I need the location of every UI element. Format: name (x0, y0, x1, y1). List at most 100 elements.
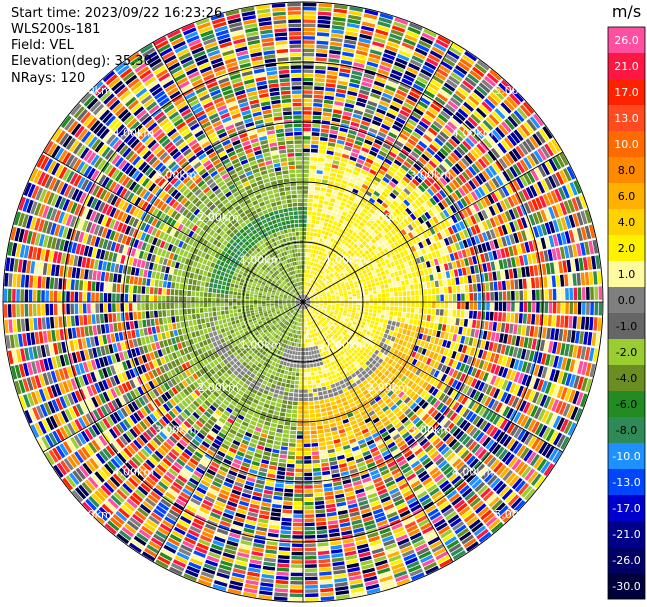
velocity-gate (343, 329, 348, 334)
velocity-gate (411, 296, 415, 302)
velocity-gate (311, 144, 319, 149)
velocity-gate (324, 280, 329, 284)
velocity-gate (409, 193, 417, 201)
velocity-gate (334, 328, 338, 332)
velocity-gate (312, 467, 321, 472)
velocity-gate (359, 355, 365, 360)
velocity-gate (313, 396, 319, 401)
velocity-gate (437, 202, 445, 211)
velocity-gate (476, 200, 484, 210)
velocity-gate (303, 286, 305, 290)
velocity-gate (500, 248, 506, 259)
velocity-gate (516, 107, 528, 120)
velocity-gate (418, 518, 430, 527)
velocity-gate (362, 363, 368, 370)
velocity-gate (336, 324, 341, 329)
velocity-gate (380, 180, 388, 187)
velocity-gate (555, 203, 564, 217)
velocity-gate (356, 97, 367, 104)
velocity-gate (448, 358, 454, 367)
velocity-gate (474, 380, 482, 390)
velocity-gate (323, 300, 328, 302)
velocity-gate (469, 246, 475, 256)
velocity-gate (475, 503, 487, 514)
velocity-gate (373, 211, 380, 218)
velocity-gate (338, 428, 346, 434)
velocity-gate (363, 431, 371, 438)
velocity-gate (536, 238, 543, 250)
velocity-gate (326, 329, 331, 334)
velocity-gate (394, 17, 409, 25)
velocity-gate (330, 309, 335, 312)
velocity-gate (347, 289, 352, 293)
velocity-gate (324, 313, 329, 316)
velocity-gate (314, 228, 318, 233)
velocity-gate (304, 547, 316, 552)
velocity-gate (304, 282, 306, 286)
velocity-gate (350, 241, 355, 246)
velocity-gate (319, 579, 333, 585)
velocity-gate (274, 376, 279, 381)
velocity-gate (517, 324, 522, 335)
velocity-gate (319, 260, 324, 265)
velocity-gate (589, 363, 596, 378)
velocity-gate (431, 344, 437, 352)
velocity-gate (333, 12, 347, 18)
velocity-gate (373, 161, 381, 168)
velocity-gate (573, 302, 578, 315)
velocity-gate (573, 360, 580, 374)
velocity-gate (367, 187, 375, 194)
velocity-gate (286, 463, 295, 468)
velocity-gate (354, 140, 363, 146)
velocity-gate (564, 274, 569, 287)
velocity-gate (319, 303, 323, 305)
velocity-gate (477, 186, 486, 197)
velocity-gate (426, 335, 432, 342)
velocity-gate (455, 260, 461, 268)
velocity-gate (494, 108, 506, 120)
velocity-gate (383, 247, 389, 254)
velocity-gate (478, 381, 485, 392)
velocity-gate (504, 210, 512, 222)
velocity-gate (376, 272, 382, 277)
velocity-gate (405, 207, 412, 215)
velocity-gate (578, 257, 584, 271)
velocity-gate (292, 351, 296, 355)
velocity-gate (447, 217, 454, 226)
velocity-gate (308, 347, 311, 351)
velocity-gate (483, 75, 497, 87)
velocity-gate (349, 402, 356, 408)
velocity-gate (326, 188, 333, 194)
velocity-gate (377, 358, 384, 364)
velocity-gate (431, 543, 445, 553)
velocity-gate (489, 352, 496, 363)
velocity-gate (428, 218, 436, 226)
velocity-gate (308, 190, 314, 195)
velocity-gate (497, 187, 506, 199)
velocity-gate (423, 178, 432, 187)
velocity-gate (442, 174, 451, 183)
velocity-gate (565, 373, 572, 387)
velocity-gate (356, 246, 361, 252)
velocity-gate (404, 234, 411, 241)
velocity-gate (404, 521, 417, 529)
velocity-gate (381, 57, 394, 65)
velocity-gate (328, 219, 334, 224)
velocity-gate (294, 342, 297, 347)
velocity-gate (311, 299, 315, 301)
velocity-gate (511, 335, 517, 346)
velocity-gate (416, 208, 424, 216)
velocity-gate (385, 457, 395, 465)
velocity-gate (387, 320, 392, 325)
velocity-gates (3, 2, 603, 602)
velocity-gate (274, 592, 288, 597)
velocity-gate (469, 204, 477, 214)
velocity-gate (526, 118, 538, 132)
velocity-gate (511, 477, 523, 490)
velocity-gate (312, 292, 316, 295)
velocity-gate (494, 302, 499, 311)
velocity-gate (310, 228, 315, 232)
velocity-gate (293, 510, 303, 514)
velocity-gate (305, 568, 318, 573)
velocity-gate (384, 329, 390, 334)
